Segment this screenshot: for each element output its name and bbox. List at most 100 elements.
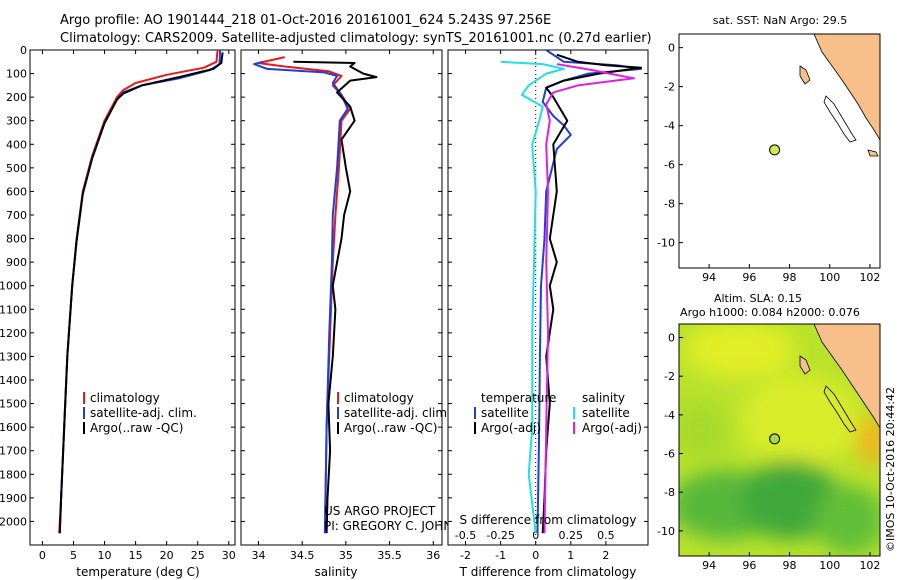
x-tick-label: -2 — [460, 549, 471, 562]
argo-float-marker — [769, 433, 781, 445]
legend-label-s-satellite: satellite — [582, 406, 630, 420]
salinity-legend: climatology satellite-adj. clim. Argo(..… — [337, 391, 451, 435]
series-line-argo-raw-qc — [58, 52, 224, 534]
s-tick-label: 0 — [532, 529, 539, 542]
x-tick-label: 34.5 — [290, 549, 315, 562]
depth-axis: 0 100 200 300 400 500 600 700 800 900 1000 1100 1200… — [0, 44, 235, 528]
x-tick-label: 1 — [567, 549, 574, 562]
legend-label-climatology: climatology — [344, 391, 414, 405]
difference-legend: temperature satellite Argo(-adj) salinit… — [474, 391, 642, 435]
x-tick-label: 34 — [251, 549, 265, 562]
x-tick-label: 15 — [129, 549, 143, 562]
mentawai-islands-sla — [823, 385, 857, 433]
legend-label-satellite: satellite-adj. clim. — [90, 406, 197, 420]
x-tick-label: 5 — [70, 549, 77, 562]
depth-tick-label: 1600 — [0, 421, 27, 434]
legend-label-argo: Argo(..raw -QC) — [344, 421, 437, 435]
lat-tick-label: -2 — [664, 370, 675, 383]
depth-tick-label: 600 — [6, 185, 27, 198]
lat-tick-label: -10 — [657, 525, 675, 538]
legend-label-satellite: satellite-adj. clim. — [344, 406, 451, 420]
x-tick-label: 0 — [39, 549, 46, 562]
mentawai-islands — [823, 95, 857, 143]
depth-tick-label: 100 — [6, 68, 27, 81]
sumatra-landmass-sla — [813, 324, 880, 429]
difference-y-ticks — [448, 49, 648, 522]
x-tick-label: -1 — [495, 549, 506, 562]
lon-tick-label: 100 — [819, 271, 840, 284]
header-line2: Climatology: CARS2009. Satellite-adjuste… — [60, 31, 652, 46]
legend-label-t-argo: Argo(-adj) — [481, 421, 541, 435]
lat-tick-label: -6 — [664, 159, 675, 172]
legend-label-s-argo: Argo(-adj) — [582, 421, 642, 435]
x-tick-label: 0 — [532, 549, 539, 562]
sst-map-panel: sat. SST: NaN Argo: 29.5 94 96 98 100 102 0 -2… — [657, 14, 881, 284]
temperature-plot-area — [29, 49, 236, 546]
lat-tick-label: 0 — [668, 332, 675, 345]
lat-tick-label: -4 — [664, 409, 675, 422]
s-tick-label: 0.5 — [597, 529, 615, 542]
lon-tick-label: 100 — [819, 559, 840, 572]
depth-tick-label: 400 — [6, 138, 27, 151]
series-line-t-argo-adj — [541, 53, 642, 534]
legend-title-temperature: temperature — [481, 391, 556, 405]
salinity-xlabel: salinity — [314, 565, 357, 579]
lon-tick-label: 102 — [859, 271, 880, 284]
temperature-legend: climatology satellite-adj. clim. Argo(..… — [83, 391, 197, 435]
temperature-x-axis: 0 5 10 15 20 25 30 — [39, 50, 236, 562]
legend-label-climatology: climatology — [90, 391, 160, 405]
series-line-s-satellite — [500, 60, 565, 534]
depth-tick-label: 1000 — [0, 280, 27, 293]
depth-tick-label: 1400 — [0, 374, 27, 387]
depth-tick-label: 1700 — [0, 445, 27, 458]
x-tick-label: 20 — [160, 549, 174, 562]
difference-x-axis: -2 -1 0 1 2 -0.5 -0.25 0 0.25 0.5 — [455, 50, 615, 562]
s-tick-label: -0.5 — [455, 529, 476, 542]
lat-tick-label: -8 — [664, 486, 675, 499]
lat-tick-label: -2 — [664, 81, 675, 94]
temperature-panel: 0100200300400500600700800900100011001200… — [0, 44, 236, 579]
lat-tick-label: 0 — [668, 42, 675, 55]
sla-field-yellow-centre — [740, 375, 860, 465]
lon-tick-label: 98 — [783, 271, 797, 284]
lon-tick-label: 94 — [702, 271, 716, 284]
lat-tick-label: -8 — [664, 198, 675, 211]
salinity-x-axis: 34 34.5 35 35.5 36 — [251, 50, 440, 562]
pi-annotation: PI: GREGORY C. JOHNSON — [324, 519, 478, 533]
sla-field-green-east — [815, 485, 880, 555]
s-difference-label: S difference from climatology — [460, 513, 637, 527]
difference-xlabel: T difference from climatology — [459, 565, 637, 579]
salinity-panel: 34 34.5 35 35.5 36 salinity climatology sate… — [240, 49, 478, 579]
lon-tick-label: 102 — [859, 559, 880, 572]
sumatra-landmass — [813, 34, 880, 141]
legend-title-salinity: salinity — [582, 391, 625, 405]
x-tick-label: 25 — [191, 549, 205, 562]
depth-tick-label: 0 — [20, 44, 27, 57]
argo-float-marker — [769, 144, 781, 156]
lon-tick-label: 94 — [702, 559, 716, 572]
temperature-xlabel: temperature (deg C) — [76, 565, 199, 579]
salinity-y-ticks — [241, 49, 442, 522]
legend-label-t-satellite: satellite — [481, 406, 529, 420]
sla-map-panel: Altim. SLA: 0.15 Argo h1000: 0.084 h2000… — [657, 292, 881, 572]
depth-tick-label: 700 — [6, 209, 27, 222]
x-tick-label: 36 — [426, 549, 440, 562]
depth-tick-label: 800 — [6, 233, 27, 246]
sla-heatmap — [679, 324, 880, 556]
x-tick-label: 35.5 — [377, 549, 402, 562]
depth-tick-label: 1300 — [0, 350, 27, 363]
s-tick-label: -0.25 — [486, 529, 514, 542]
lat-tick-label: -10 — [657, 237, 675, 250]
sst-map-land — [799, 34, 880, 157]
sst-map-axes: 94 96 98 100 102 0 -2 -4 -6 -8 -10 — [657, 42, 880, 284]
depth-tick-label: 200 — [6, 91, 27, 104]
sla-map-frame — [678, 323, 881, 557]
header-line1: Argo profile: AO 1901444_218 01-Oct-2016… — [60, 13, 551, 28]
sla-field-yellow-north — [685, 324, 795, 378]
x-tick-label: 10 — [98, 549, 112, 562]
series-line-s-argo-adj — [543, 63, 635, 534]
enggano-island — [867, 149, 879, 157]
s-tick-label: 0.25 — [559, 529, 584, 542]
lon-tick-label: 98 — [783, 559, 797, 572]
